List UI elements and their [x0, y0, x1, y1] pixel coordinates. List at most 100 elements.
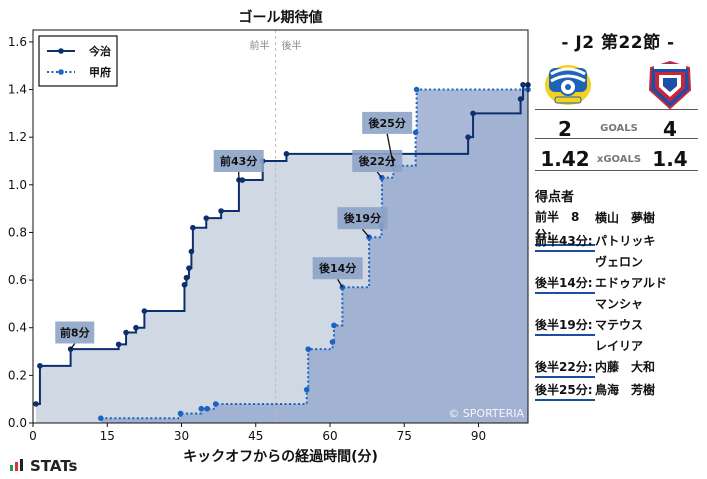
y-tick-label: 0.0	[8, 416, 27, 430]
x-tick-label: 15	[100, 429, 115, 443]
y-tick-label: 1.0	[8, 178, 27, 192]
y-tick-label: 1.2	[8, 130, 27, 144]
divider	[535, 138, 698, 139]
data-point-away	[98, 415, 104, 422]
data-point-home	[465, 134, 471, 140]
data-point-home	[123, 329, 129, 336]
annotation-pointer	[337, 278, 343, 288]
y-tick-label: 1.4	[8, 83, 27, 97]
goals-label: GOALS	[600, 123, 638, 134]
data-point-away	[412, 129, 419, 136]
data-point-home	[141, 308, 148, 314]
data-point-home	[517, 96, 524, 102]
data-point-home	[203, 215, 210, 221]
x-tick-label: 60	[322, 429, 337, 443]
annotation-label: 前8分	[60, 325, 90, 339]
data-point-home	[37, 363, 43, 369]
scorer-time: 前半 8分:	[535, 208, 595, 246]
data-point-away	[204, 405, 211, 412]
divider	[535, 170, 698, 171]
legend-label-home: 今治	[88, 44, 111, 58]
scorer-name: 鳥海 芳樹	[595, 383, 656, 397]
data-point-away	[329, 339, 336, 345]
scorer-row: 後半14分: エドゥアルド マンシャ	[535, 273, 667, 315]
scorer-row: 後半19分: マテウス レイリア	[535, 315, 643, 357]
annotation-box	[337, 207, 388, 230]
annotation-pointer	[386, 133, 394, 166]
data-point-away	[303, 386, 310, 393]
scorer-name: 横山 夢樹	[595, 211, 656, 225]
data-point-away	[198, 405, 205, 412]
xgoals-row: 1.42 xGOALS 1.4	[533, 147, 698, 173]
x-tick-label: 30	[174, 429, 189, 443]
annotation-label: 後14分	[319, 261, 356, 275]
legend-marker-away	[58, 69, 64, 75]
data-point-home	[470, 110, 476, 117]
scorer-name: 内藤 大和	[595, 360, 656, 374]
annotation-box	[55, 321, 95, 344]
data-point-home	[181, 282, 188, 288]
scorers-title: 得点者	[535, 190, 575, 205]
scorer-name: エドゥアルド マンシャ	[595, 276, 667, 311]
away-goals: 4	[663, 117, 677, 141]
scorer-time: 後半25分:	[535, 381, 595, 401]
data-point-home	[133, 324, 139, 331]
annotation-label: 後25分	[369, 116, 406, 130]
scorer-time: 前半43分:	[535, 232, 595, 252]
round-title: - J2 第22節 -	[561, 33, 675, 53]
x-axis-label: キックオフからの経過時間(分)	[183, 448, 378, 465]
scorer-time: 後半19分:	[535, 316, 595, 336]
away-xg: 1.4	[652, 147, 688, 171]
y-tick-label: 0.4	[8, 321, 27, 335]
legend-label-away: 甲府	[89, 65, 111, 79]
annotation-pointer	[361, 228, 370, 238]
data-point-away	[305, 346, 312, 352]
halftime-label-first: 前半	[250, 39, 270, 52]
data-point-home	[33, 401, 39, 407]
data-point-home	[186, 265, 192, 271]
data-point-home	[183, 274, 190, 281]
scorer-row: 前半43分: パトリッキ ヴェロン	[535, 231, 655, 273]
goals-row: 2 GOALS 4	[533, 117, 698, 143]
y-tick-label: 0.8	[8, 225, 27, 239]
home-goals: 2	[558, 117, 572, 141]
data-point-home	[520, 81, 526, 88]
data-point-away	[177, 410, 184, 417]
scorer-name: パトリッキ ヴェロン	[595, 234, 656, 269]
legend-marker-home	[58, 48, 64, 54]
scorer-row: 前半 8分:横山 夢樹	[535, 208, 655, 246]
scorer-row: 後半25分: 鳥海 芳樹	[535, 380, 655, 401]
annotation-label: 前43分	[220, 154, 257, 168]
chart-title: ゴール期待値	[239, 9, 323, 26]
data-point-away	[413, 86, 420, 93]
brand-logo: STATs	[30, 457, 78, 475]
data-point-home	[218, 208, 224, 214]
x-tick-label: 0	[29, 429, 37, 443]
annotation-label: 後19分	[344, 211, 381, 225]
home-xg: 1.42	[540, 147, 590, 171]
data-point-home	[115, 341, 122, 348]
data-point-away	[339, 284, 346, 291]
y-tick-label: 1.6	[8, 35, 27, 49]
x-tick-label: 45	[248, 429, 263, 443]
stats-logo-icon	[10, 459, 23, 471]
away-team-logo	[648, 60, 692, 110]
halftime-label-second: 後半	[282, 39, 302, 52]
annotation-box	[213, 150, 264, 172]
data-point-home	[190, 224, 196, 231]
scorer-time: 後半22分:	[535, 358, 595, 378]
data-point-away	[331, 322, 337, 329]
annotation-label: 後22分	[359, 154, 396, 168]
data-point-home	[188, 248, 195, 255]
home-team-logo	[545, 65, 591, 105]
annotation-box	[352, 150, 403, 172]
y-tick-label: 0.6	[8, 273, 27, 287]
data-point-away	[212, 401, 219, 407]
data-point-home	[283, 151, 290, 157]
xgoals-label: xGOALS	[596, 154, 642, 165]
scorer-time: 後半14分:	[535, 274, 595, 294]
y-tick-label: 0.2	[8, 368, 27, 382]
series-fill-away	[100, 89, 528, 424]
match-info-panel: - J2 第22節 - 2 GOALS 4 1.42 xGOALS 1.4 得点…	[533, 0, 707, 479]
